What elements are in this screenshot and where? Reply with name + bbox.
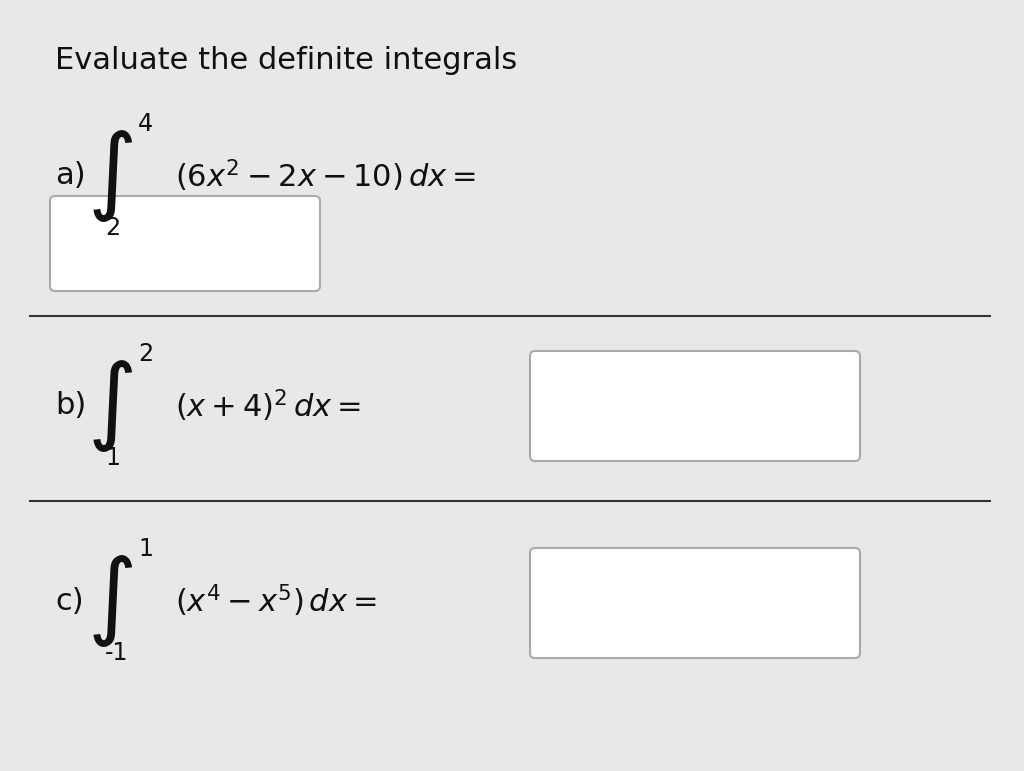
Text: $\int$: $\int$ [87, 128, 133, 224]
FancyBboxPatch shape [530, 548, 860, 658]
Text: b): b) [55, 392, 86, 420]
Text: 2: 2 [105, 216, 120, 240]
Text: 1: 1 [138, 537, 154, 561]
Text: $\int$: $\int$ [87, 358, 133, 454]
FancyBboxPatch shape [50, 196, 319, 291]
Text: a): a) [55, 161, 86, 190]
Text: $\int$: $\int$ [87, 553, 133, 649]
Text: c): c) [55, 587, 84, 615]
Text: 1: 1 [105, 446, 120, 470]
Text: $(6x^2 - 2x - 10)\,dx =$: $(6x^2 - 2x - 10)\,dx =$ [175, 158, 476, 194]
Text: 2: 2 [138, 342, 154, 366]
Text: -1: -1 [105, 641, 129, 665]
Text: Evaluate the definite integrals: Evaluate the definite integrals [55, 46, 517, 75]
Text: $(x + 4)^2\,dx =$: $(x + 4)^2\,dx =$ [175, 388, 361, 424]
FancyBboxPatch shape [530, 351, 860, 461]
Text: 4: 4 [138, 112, 154, 136]
Text: $(x^4 - x^5)\,dx =$: $(x^4 - x^5)\,dx =$ [175, 583, 377, 619]
